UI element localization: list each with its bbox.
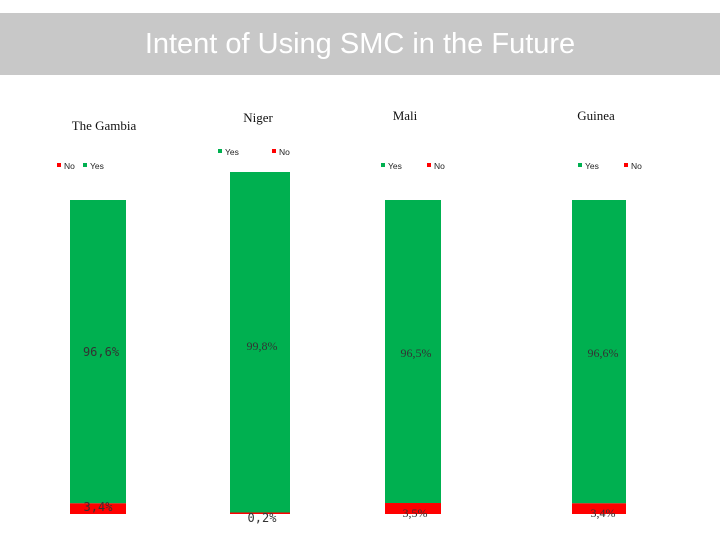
chart4-legend-no: No xyxy=(631,161,642,171)
chart1-title: The Gambia xyxy=(72,118,137,133)
chart3-legend-swatch-no xyxy=(427,163,431,167)
chart3-legend-no: No xyxy=(434,161,445,171)
chart1-label-yes: 96,6% xyxy=(83,345,120,359)
chart3-legend-yes: Yes xyxy=(388,161,402,171)
chart4-bar-yes xyxy=(572,200,626,504)
chart2-legend-swatch-yes xyxy=(218,149,222,153)
chart4-title: Guinea xyxy=(577,108,615,123)
chart1-legend-no: No xyxy=(64,161,75,171)
chart3-title: Mali xyxy=(393,108,418,123)
chart2-legend-yes: Yes xyxy=(225,147,239,157)
chart4-legend-yes: Yes xyxy=(585,161,599,171)
chart1-bar-yes xyxy=(70,200,126,504)
chart1-bar-no xyxy=(70,503,126,514)
chart1-legend-swatch-no xyxy=(57,163,61,167)
chart4-legend-swatch-no xyxy=(624,163,628,167)
chart2-bar-yes xyxy=(230,172,290,513)
chart4-label-yes: 96,6% xyxy=(588,346,619,360)
chart4-label-no: 3,4% xyxy=(591,506,616,520)
chart3-legend-swatch-yes xyxy=(381,163,385,167)
chart2-bar-no xyxy=(230,512,290,514)
chart2-legend-no: No xyxy=(279,147,290,157)
chart1-legend-swatch-yes xyxy=(83,163,87,167)
chart2-title: Niger xyxy=(243,110,273,125)
chart2-label-yes: 99,8% xyxy=(247,339,278,353)
chart2-legend-swatch-no xyxy=(272,149,276,153)
chart2-label-no: 0,2% xyxy=(248,511,278,525)
chart1-label-no: 3,4% xyxy=(84,500,114,514)
title-bar xyxy=(0,13,720,75)
chart1-legend-yes: Yes xyxy=(90,161,104,171)
chart3-bar-yes xyxy=(385,200,441,504)
chart3-label-no: 3,5% xyxy=(403,506,428,520)
chart4-bar-no xyxy=(572,503,626,514)
chart4-legend-swatch-yes xyxy=(578,163,582,167)
page-title: Intent of Using SMC in the Future xyxy=(144,28,576,60)
chart3-label-yes: 96,5% xyxy=(401,346,432,360)
chart3-bar-no xyxy=(385,503,441,514)
